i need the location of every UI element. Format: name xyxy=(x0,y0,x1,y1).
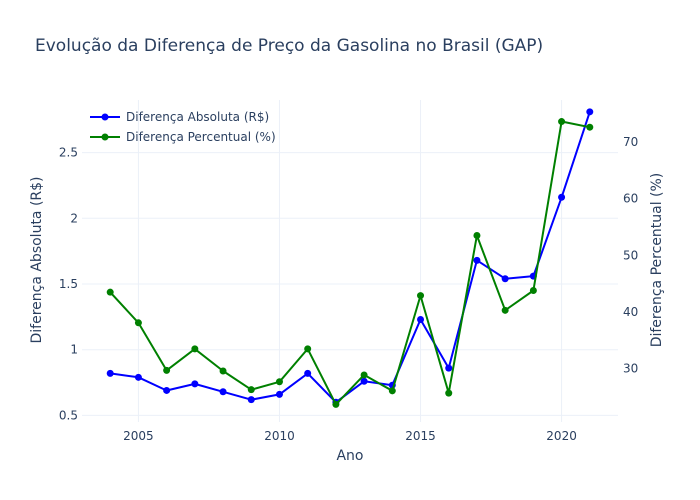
data-point-absoluta[interactable] xyxy=(163,386,171,394)
legend-item-percentual[interactable]: Diferença Percentual (%) xyxy=(90,130,276,144)
series-line-percentual xyxy=(109,120,590,406)
data-point-percentual[interactable] xyxy=(529,286,537,294)
data-point-percentual[interactable] xyxy=(191,345,199,353)
data-point-percentual[interactable] xyxy=(304,345,312,353)
y2-tick-label: 70 xyxy=(623,135,638,149)
data-point-absoluta[interactable] xyxy=(360,377,368,385)
data-point-absoluta[interactable] xyxy=(247,396,255,404)
data-point-percentual[interactable] xyxy=(360,371,368,379)
legend-marker-percentual xyxy=(101,133,109,141)
x-tick-label: 2015 xyxy=(405,429,436,443)
x-tick-label: 2005 xyxy=(123,429,154,443)
y-tick-label: 1 xyxy=(70,343,78,357)
data-point-absoluta[interactable] xyxy=(586,108,594,116)
data-point-percentual[interactable] xyxy=(219,367,227,375)
data-point-absoluta[interactable] xyxy=(106,369,114,377)
data-point-percentual[interactable] xyxy=(247,386,255,394)
legend-label-percentual: Diferença Percentual (%) xyxy=(126,130,276,144)
data-point-percentual[interactable] xyxy=(163,366,171,374)
y-tick-label: 0.5 xyxy=(59,408,78,422)
series-line-absoluta xyxy=(110,111,591,404)
y-tick-label: 2.5 xyxy=(59,146,78,160)
grid xyxy=(82,100,618,422)
data-point-percentual[interactable] xyxy=(417,292,425,300)
legend[interactable]: Diferença Absoluta (R$) Diferença Percen… xyxy=(90,110,276,144)
data-point-absoluta[interactable] xyxy=(473,256,481,264)
data-point-percentual[interactable] xyxy=(445,389,453,397)
data-point-percentual[interactable] xyxy=(134,319,142,327)
y-tick-label: 1.5 xyxy=(59,277,78,291)
data-point-percentual[interactable] xyxy=(473,231,481,239)
data-point-absoluta[interactable] xyxy=(501,275,509,283)
data-point-percentual[interactable] xyxy=(586,123,594,131)
chart-title: Evolução da Diferença de Preço da Gasoli… xyxy=(35,36,543,56)
data-point-percentual[interactable] xyxy=(501,306,509,314)
data-point-absoluta[interactable] xyxy=(304,369,312,377)
y2-tick-label: 30 xyxy=(623,362,638,376)
data-point-absoluta[interactable] xyxy=(134,373,142,381)
data-point-absoluta[interactable] xyxy=(558,193,566,201)
y2-tick-label: 50 xyxy=(623,248,638,262)
data-point-percentual[interactable] xyxy=(558,118,566,126)
x-axis-title: Ano xyxy=(336,448,363,464)
data-point-absoluta[interactable] xyxy=(417,315,425,323)
y2-axis-title: Diferença Percentual (%) xyxy=(649,173,665,348)
y-axis-title: Diferença Absoluta (R$) xyxy=(29,176,45,343)
y2-tick-label: 60 xyxy=(623,192,638,206)
data-point-percentual[interactable] xyxy=(332,400,340,408)
legend-item-absoluta[interactable]: Diferença Absoluta (R$) xyxy=(90,110,269,124)
data-point-percentual[interactable] xyxy=(106,288,114,296)
y2-tick-label: 40 xyxy=(623,305,638,319)
y-tick-label: 2 xyxy=(70,211,78,225)
data-point-absoluta[interactable] xyxy=(445,364,453,372)
data-point-absoluta[interactable] xyxy=(219,388,227,396)
legend-label-absoluta: Diferença Absoluta (R$) xyxy=(126,110,269,124)
axis-ticks: 2005 2010 2015 2020 0.5 1 1.5 2 2.5 30 40 50 60 70 xyxy=(59,135,638,443)
data-point-absoluta[interactable] xyxy=(191,380,199,388)
data-point-percentual[interactable] xyxy=(388,387,396,395)
data-point-absoluta[interactable] xyxy=(275,390,283,398)
x-tick-label: 2010 xyxy=(264,429,295,443)
legend-marker-absoluta xyxy=(101,113,109,121)
x-tick-label: 2020 xyxy=(546,429,577,443)
data-point-percentual[interactable] xyxy=(275,378,283,386)
plot-area xyxy=(106,108,594,408)
